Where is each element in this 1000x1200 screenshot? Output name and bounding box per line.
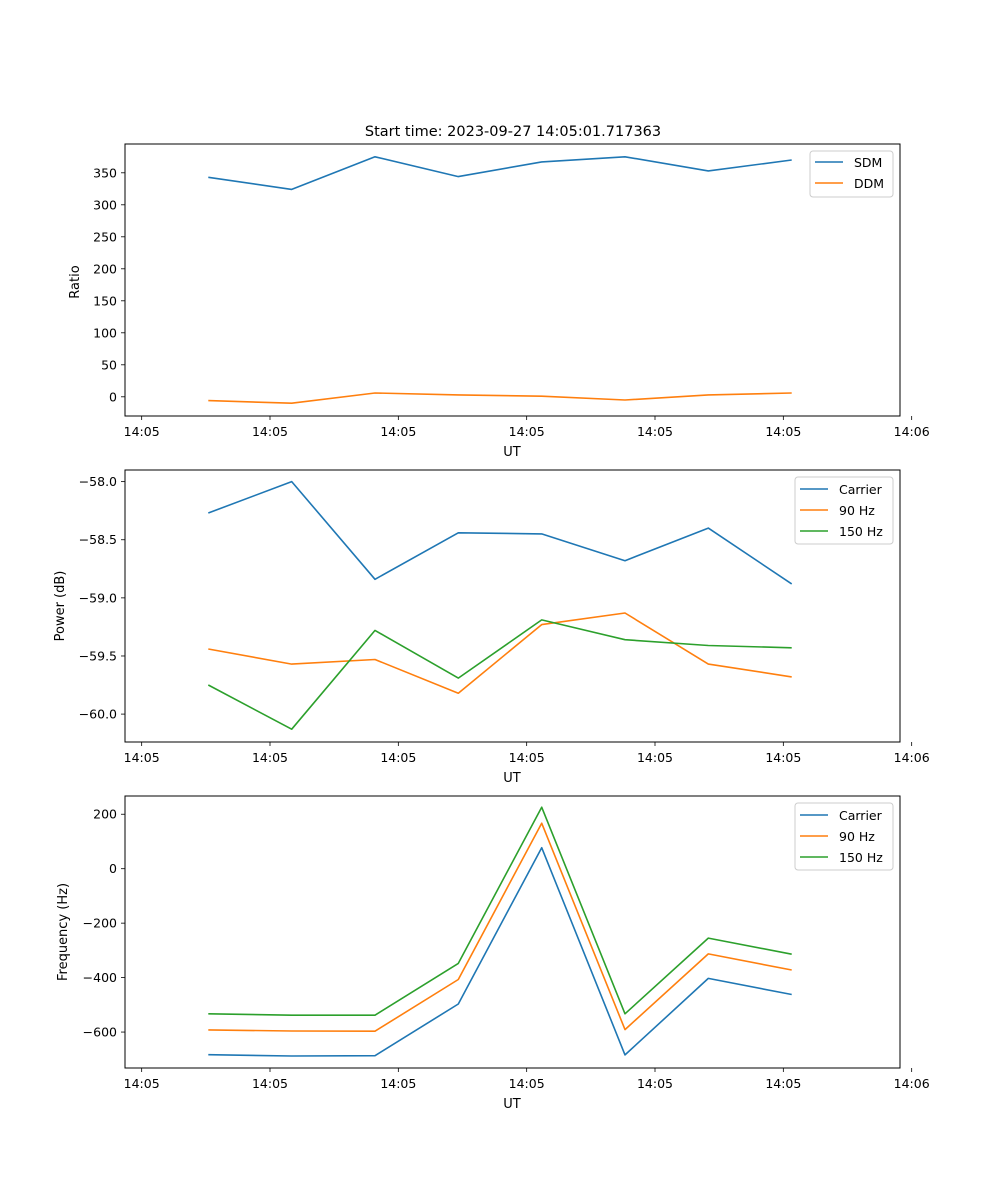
ratio-x-tick-label: 14:05 — [509, 424, 545, 439]
power-series-line-90hz — [208, 612, 792, 695]
power-x-tick-label: 14:05 — [380, 750, 416, 765]
ratio-y-tick-label: 350 — [93, 165, 117, 180]
power-x-axis-label: UT — [503, 771, 521, 786]
ratio-legend-label-sdm: SDM — [854, 155, 882, 170]
frequency-y-tick-label: −400 — [83, 970, 117, 985]
ratio-y-tick-label: 250 — [93, 229, 117, 244]
ratio-panel: Start time: 2023-09-27 14:05:01.717363 1… — [68, 124, 930, 460]
power-x-tick-label: 14:05 — [124, 750, 160, 765]
frequency-x-tick-label: 14:06 — [894, 1076, 930, 1091]
power-y-tick-label: −60.0 — [79, 707, 117, 722]
ratio-x-tick-label: 14:05 — [252, 424, 288, 439]
frequency-series-line-90hz — [208, 822, 792, 1032]
ratio-series-line-ddm — [208, 392, 792, 405]
frequency-x-tick-label: 14:05 — [252, 1076, 288, 1091]
power-panel: 14:05 14:05 14:05 14:05 14:05 14:05 14:06 −60.0… — [53, 469, 930, 786]
frequency-legend-box — [794, 802, 894, 871]
ratio-legend-label-ddm: DDM — [854, 176, 884, 191]
ratio-y-tick-label: 100 — [93, 325, 117, 340]
frequency-x-tick-label: 14:05 — [380, 1076, 416, 1091]
ratio-y-tick-label: 0 — [109, 389, 117, 404]
frequency-y-tick-label: −200 — [83, 916, 117, 931]
ratio-y-tick-label: 50 — [101, 357, 117, 372]
frequency-legend-label-carrier: Carrier — [839, 808, 883, 823]
power-legend: Carrier 90 Hz 150 Hz — [794, 476, 894, 545]
frequency-y-tick-label: 200 — [93, 807, 117, 822]
power-series-line-carrier — [208, 480, 793, 585]
frequency-legend: Carrier 90 Hz 150 Hz — [794, 802, 894, 871]
ratio-y-tick-label: 150 — [93, 293, 117, 308]
power-y-tick-label: −58.0 — [79, 474, 117, 489]
power-x-tick-label: 14:06 — [894, 750, 930, 765]
ratio-series-line-sdm — [208, 156, 792, 191]
power-plot-frame — [124, 469, 901, 743]
ratio-y-axis-label: Ratio — [68, 265, 83, 298]
frequency-x-axis-label: UT — [503, 1097, 521, 1112]
ratio-plot-frame — [124, 143, 901, 417]
power-y-tick-label: −59.0 — [79, 590, 117, 605]
power-x-tick-label: 14:05 — [252, 750, 288, 765]
power-y-tick-label: −58.5 — [79, 532, 117, 547]
power-x-tick-label: 14:05 — [765, 750, 801, 765]
frequency-y-axis-label: Frequency (Hz) — [56, 883, 71, 981]
frequency-y-tick-label: 0 — [109, 861, 117, 876]
frequency-legend-label-90hz: 90 Hz — [839, 829, 875, 844]
power-legend-box — [794, 476, 894, 545]
frequency-x-tick-label: 14:05 — [637, 1076, 673, 1091]
ratio-x-tick-label: 14:05 — [380, 424, 416, 439]
frequency-panel: 14:05 14:05 14:05 14:05 14:05 14:05 14:06 −600 −… — [56, 795, 930, 1112]
power-legend-label-carrier: Carrier — [839, 482, 883, 497]
ratio-x-tick-label: 14:05 — [124, 424, 160, 439]
ratio-x-tick-label: 14:05 — [637, 424, 673, 439]
frequency-series-line-carrier — [208, 846, 792, 1057]
frequency-x-tick-label: 14:05 — [765, 1076, 801, 1091]
frequency-legend-label-150hz: 150 Hz — [839, 850, 883, 865]
ratio-y-tick-label: 200 — [93, 261, 117, 276]
frequency-x-tick-label: 14:05 — [124, 1076, 160, 1091]
frequency-series-line-150hz — [208, 806, 792, 1017]
power-legend-label-150hz: 150 Hz — [839, 524, 883, 539]
power-x-tick-label: 14:05 — [509, 750, 545, 765]
power-series-line-150hz — [207, 619, 792, 731]
power-legend-label-90hz: 90 Hz — [839, 503, 875, 518]
frequency-y-tick-label: −600 — [83, 1025, 117, 1040]
ratio-chart-title: Start time: 2023-09-27 14:05:01.717363 — [365, 124, 661, 140]
ratio-x-axis-label: UT — [503, 445, 521, 460]
frequency-x-tick-label: 14:05 — [509, 1076, 545, 1091]
ratio-x-tick-label: 14:05 — [765, 424, 801, 439]
frequency-plot-frame — [124, 795, 901, 1069]
power-x-tick-label: 14:05 — [637, 750, 673, 765]
ratio-legend: SDM DDM — [809, 150, 894, 198]
ratio-x-tick-label: 14:06 — [894, 424, 930, 439]
ratio-y-tick-label: 300 — [93, 197, 117, 212]
power-y-axis-label: Power (dB) — [53, 571, 68, 642]
power-y-tick-label: −59.5 — [79, 648, 117, 663]
